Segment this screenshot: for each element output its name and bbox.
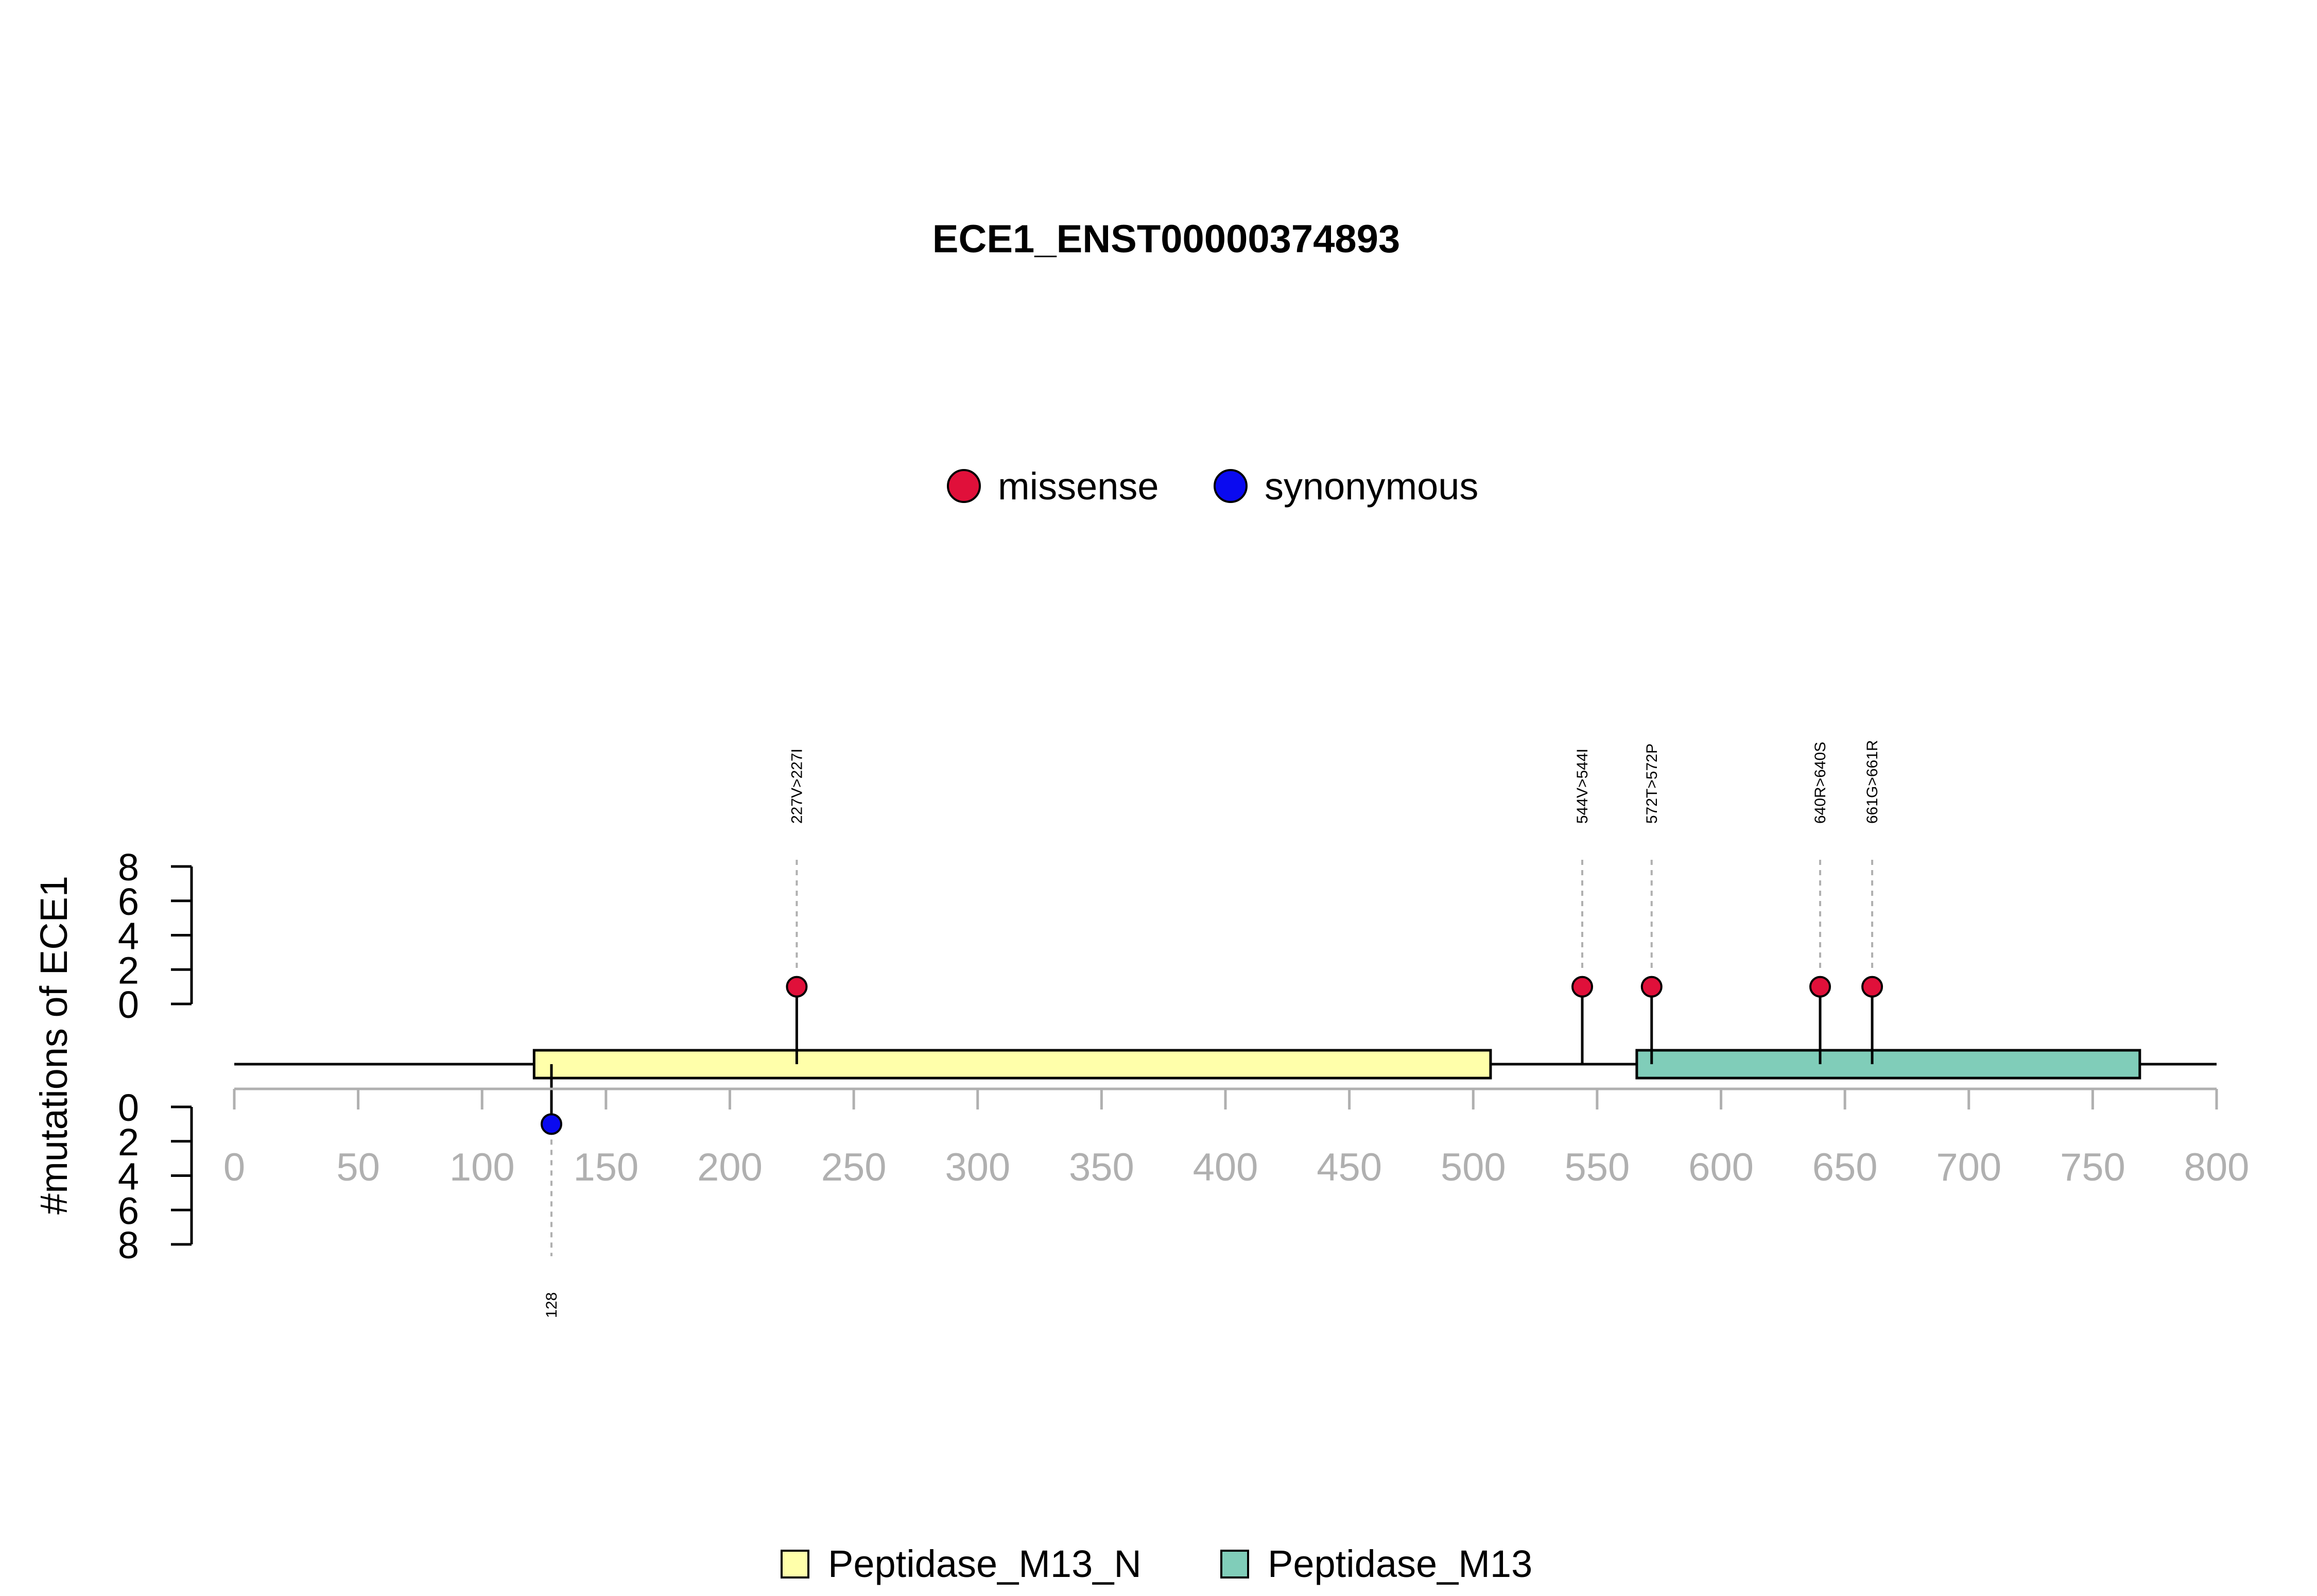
lollipop-head-missense xyxy=(1640,976,1663,998)
mutation-label: 572T>572P xyxy=(1644,743,1661,824)
chart-title: ECE1_ENST00000374893 xyxy=(932,217,1400,261)
legend-label: Peptidase_M13_N xyxy=(828,1542,1142,1585)
y-tick-label: 8 xyxy=(118,846,139,889)
lollipop-head-missense xyxy=(1861,976,1883,998)
y-tick-label: 8 xyxy=(118,1224,139,1267)
y-axis-label: #mutations of ECE1 xyxy=(32,876,75,1215)
lollipop-head-missense xyxy=(1571,976,1593,998)
x-tick-label: 500 xyxy=(1441,1146,1506,1189)
y-tick-label: 2 xyxy=(118,1121,139,1164)
mutation-label: 661G>661R xyxy=(1864,740,1881,824)
y-tick-label: 4 xyxy=(118,915,139,958)
y-tick-label: 0 xyxy=(118,1086,139,1129)
legend-marker-undefined xyxy=(947,469,981,503)
y-tick-label: 6 xyxy=(118,1189,139,1232)
x-tick-label: 150 xyxy=(573,1146,638,1189)
x-tick-label: 650 xyxy=(1812,1146,1878,1189)
legend-label: missense xyxy=(998,465,1159,508)
x-tick-label: 700 xyxy=(1936,1146,2001,1189)
x-tick-label: 800 xyxy=(2184,1146,2250,1189)
x-tick-label: 300 xyxy=(945,1146,1010,1189)
mutation-labels: 227V>227I 544V>544I 572T>572P 640R>640S 661G… xyxy=(543,740,1881,1318)
x-axis: 0 50 100 150 200 250 300 350 400 450 500 550 600 650 7… xyxy=(223,1087,2250,1189)
x-tick-label: 600 xyxy=(1688,1146,1754,1189)
lollipop-heads xyxy=(541,976,1883,1135)
legend-marker-undefined xyxy=(1214,469,1248,503)
lollipop-head-synonymous xyxy=(541,1113,562,1135)
x-tick-label: 400 xyxy=(1193,1146,1258,1189)
legend-label: synonymous xyxy=(1265,465,1478,508)
y-tick-label: 0 xyxy=(118,983,139,1026)
mutation-label: 128 xyxy=(543,1292,560,1318)
mutation-label: 544V>544I xyxy=(1574,749,1591,824)
protein-domains xyxy=(532,1049,2141,1080)
lollipop-stems-front xyxy=(550,986,1874,1124)
lollipop-head-missense xyxy=(1809,976,1831,998)
mutation-label: 640R>640S xyxy=(1812,742,1829,824)
y-tick-label: 2 xyxy=(118,949,139,992)
domain-peptidase-m13 xyxy=(1635,1049,2141,1080)
domain-peptidase-m13-n xyxy=(532,1049,1492,1080)
x-tick-label: 450 xyxy=(1317,1146,1382,1189)
legend-swatch xyxy=(781,1550,809,1578)
y-tick-label: 6 xyxy=(118,880,139,923)
x-tick-label: 550 xyxy=(1564,1146,1630,1189)
x-tick-label: 100 xyxy=(449,1146,515,1189)
legend-bottom: Peptidase_M13_N Peptidase_M13 xyxy=(781,1542,1532,1585)
label-guides xyxy=(550,860,1874,1256)
x-tick-label: 200 xyxy=(697,1146,763,1189)
mutation-label: 227V>227I xyxy=(788,749,805,824)
y-tick-label: 4 xyxy=(118,1155,139,1198)
legend-label: Peptidase_M13 xyxy=(1268,1542,1532,1585)
lollipop-head-missense xyxy=(786,976,808,998)
legend-swatch xyxy=(1220,1550,1249,1578)
x-tick-label: 0 xyxy=(223,1146,245,1189)
x-tick-label: 50 xyxy=(336,1146,380,1189)
x-tick-label: 250 xyxy=(821,1146,887,1189)
legend-top: missense synonymous xyxy=(947,465,1478,508)
x-tick-label: 750 xyxy=(2060,1146,2125,1189)
x-tick-label: 350 xyxy=(1069,1146,1134,1189)
